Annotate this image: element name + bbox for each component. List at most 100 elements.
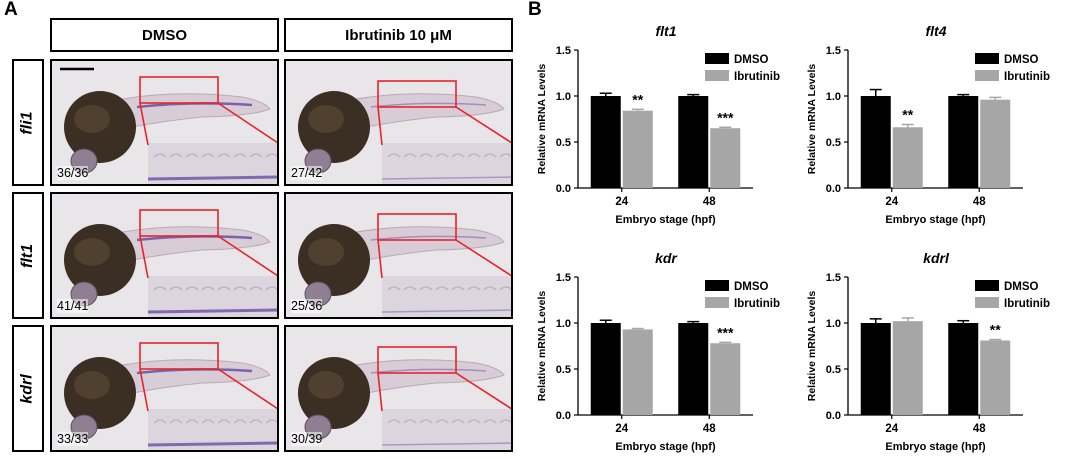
zoom-connector <box>139 102 149 146</box>
legend-label: DMSO <box>1004 281 1039 293</box>
zoom-inset <box>382 143 511 184</box>
y-axis-label: Relative mRNA Levels <box>536 64 548 175</box>
embryo-illustration <box>64 342 277 450</box>
legend-swatch <box>705 297 729 308</box>
bar-dmso <box>678 323 709 415</box>
bar-dmso <box>948 96 979 188</box>
row-label-flt1: flt1 <box>12 192 44 319</box>
somite-mark <box>153 419 167 424</box>
somite-mark <box>403 419 417 424</box>
zoom-connector <box>455 372 511 410</box>
vessel-stain <box>370 368 487 374</box>
somite-mark <box>387 153 401 158</box>
significance-label: ** <box>632 91 643 107</box>
y-tick-label: 1.0 <box>556 318 571 330</box>
x-tick-label: 48 <box>973 423 986 435</box>
legend-swatch <box>705 53 729 64</box>
somite-mark <box>467 419 481 424</box>
somite-mark <box>185 286 199 291</box>
bar-ibrutinib <box>622 110 653 188</box>
x-tick-label: 24 <box>615 196 628 208</box>
somite-mark <box>451 419 465 424</box>
row-label-fli1: fli1 <box>12 59 44 186</box>
inset-vessel <box>381 442 511 446</box>
inset-vessel <box>381 309 511 313</box>
x-axis-label: Embryo stage (hpf) <box>615 214 716 226</box>
somite-mark <box>233 419 247 424</box>
significance-label: ** <box>902 107 913 123</box>
somite-mark <box>451 153 465 158</box>
embryo-image-fli1-ibrutinib: 27/42 <box>284 59 513 186</box>
somite-mark <box>217 286 231 291</box>
embryo-tail <box>345 359 505 396</box>
y-tick-label: 1.5 <box>556 272 571 284</box>
chart-kdr: kdr 0.0 0.5 1.0 1.5 Relative mRNA Levels 24 ***… <box>528 232 790 457</box>
chart-title: flt1 <box>656 23 677 39</box>
y-axis-label: Relative mRNA Levels <box>806 291 818 402</box>
somite-mark <box>153 153 167 158</box>
legend-label: DMSO <box>734 54 769 66</box>
bar-dmso <box>590 96 621 188</box>
somite-mark <box>435 153 449 158</box>
zoom-connector <box>217 102 277 144</box>
somite-mark <box>483 419 497 424</box>
embryo-image-kdrl-dmso: 33/33 <box>50 325 279 452</box>
legend-label: Ibrutinib <box>1004 71 1050 83</box>
bar-dmso <box>678 96 709 188</box>
somite-mark <box>483 286 497 291</box>
highlight-box <box>139 76 219 104</box>
y-tick-label: 1.0 <box>826 91 841 103</box>
zoom-connector <box>377 372 383 412</box>
somite-mark <box>435 286 449 291</box>
somite-mark <box>467 286 481 291</box>
bar-dmso <box>860 96 891 188</box>
embryo-count: 41/41 <box>57 299 89 313</box>
somite-mark <box>499 153 511 158</box>
vessel-stain <box>370 235 487 241</box>
embryo-count: 36/36 <box>57 166 89 180</box>
highlight-box <box>139 209 219 237</box>
x-axis-label: Embryo stage (hpf) <box>885 214 986 226</box>
legend-swatch <box>975 280 999 291</box>
embryo-illustration <box>298 346 511 450</box>
chart-flt4: flt4 0.0 0.5 1.0 1.5 Relative mRNA Levels ** 24… <box>798 5 1060 230</box>
inset-vessel <box>147 308 277 314</box>
x-tick-label: 24 <box>885 196 898 208</box>
x-tick-label: 48 <box>703 196 716 208</box>
legend-label: Ibrutinib <box>734 298 780 310</box>
somite-mark <box>403 153 417 158</box>
legend-swatch <box>975 297 999 308</box>
bar-ibrutinib <box>710 128 741 188</box>
column-header-ibrutinib: Ibrutinib 10 μM <box>284 18 513 52</box>
bar-dmso <box>860 323 891 415</box>
bar-dmso <box>948 323 979 415</box>
column-header-dmso: DMSO <box>50 18 279 52</box>
zoom-connector <box>377 106 383 146</box>
zoom-connector <box>217 235 277 277</box>
chart-kdrl: kdrl 0.0 0.5 1.0 1.5 Relative mRNA Levels 24 **… <box>798 232 1060 457</box>
somite-mark <box>153 286 167 291</box>
bar-ibrutinib <box>892 127 923 188</box>
y-axis-label: Relative mRNA Levels <box>806 64 818 175</box>
somite-mark <box>169 286 183 291</box>
somite-mark <box>249 286 263 291</box>
y-tick-label: 0.0 <box>826 410 841 422</box>
embryo-count: 33/33 <box>57 432 89 446</box>
x-tick-label: 48 <box>703 423 716 435</box>
somite-mark <box>419 419 433 424</box>
y-tick-label: 0.0 <box>826 183 841 195</box>
row-label-kdrl: kdrl <box>12 325 44 452</box>
somite-mark <box>483 153 497 158</box>
somite-mark <box>201 286 215 291</box>
legend-swatch <box>975 53 999 64</box>
bar-ibrutinib <box>622 329 653 415</box>
panel-a: A DMSO Ibrutinib 10 μM fli1 36/36 27/42 … <box>0 0 525 459</box>
somite-mark <box>185 419 199 424</box>
legend-label: DMSO <box>1004 54 1039 66</box>
y-tick-label: 0.5 <box>826 137 841 149</box>
embryo-tail <box>345 226 505 263</box>
somite-mark <box>233 286 247 291</box>
zoom-connector <box>139 368 149 412</box>
zoom-connector <box>455 106 511 144</box>
embryo-yolk-highlight <box>308 371 344 399</box>
